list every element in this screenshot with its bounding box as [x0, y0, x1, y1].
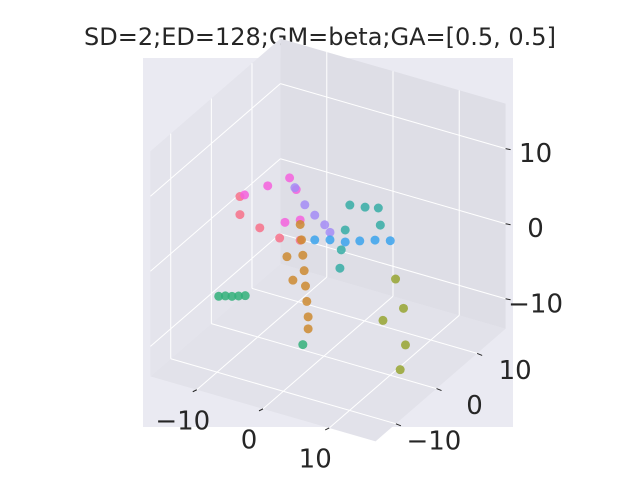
- point: [360, 202, 370, 212]
- z-tick-label: 10: [519, 139, 552, 169]
- x-tick: [324, 427, 330, 431]
- point: [310, 210, 320, 220]
- x-grid-line: [328, 315, 460, 429]
- point: [391, 274, 401, 284]
- point: [400, 340, 410, 350]
- point: [297, 235, 307, 245]
- point: [299, 266, 309, 276]
- point: [378, 315, 388, 325]
- x-tick-label: 0: [241, 425, 258, 455]
- y-grid-line: [251, 287, 478, 354]
- z-grid-line: [280, 233, 506, 300]
- point: [325, 235, 335, 245]
- x-tick: [192, 389, 198, 393]
- point: [298, 250, 308, 260]
- y-tick: [476, 352, 483, 356]
- pane-left: [150, 38, 281, 377]
- point: [290, 183, 300, 193]
- point: [263, 181, 273, 191]
- point: [375, 220, 385, 230]
- x-tick-label: −10: [155, 406, 210, 436]
- x-tick: [258, 408, 264, 412]
- point: [398, 303, 408, 313]
- point: [298, 340, 308, 350]
- point: [240, 190, 250, 200]
- chart-title: SD=2;ED=128;GM=beta;GA=[0.5, 0.5]: [84, 23, 556, 51]
- point: [310, 235, 320, 245]
- point: [220, 291, 230, 301]
- point: [285, 173, 295, 183]
- point: [275, 233, 285, 243]
- x-grid-line: [196, 276, 328, 391]
- y-tick: [436, 388, 442, 392]
- point: [355, 236, 365, 246]
- point: [335, 263, 345, 273]
- y-tick-label: −10: [406, 426, 461, 456]
- point: [280, 217, 290, 227]
- point: [235, 210, 245, 220]
- point: [345, 200, 355, 210]
- point: [370, 235, 380, 245]
- z-grid-line: [150, 233, 281, 347]
- point: [320, 220, 330, 230]
- y-grid-line: [170, 358, 397, 425]
- point: [302, 296, 312, 306]
- x-grid-line: [262, 295, 394, 410]
- point: [234, 291, 244, 301]
- point: [282, 252, 292, 262]
- z-tick: [505, 148, 511, 151]
- z-tick: [505, 223, 511, 226]
- z-grid-line: [280, 158, 506, 225]
- point: [325, 227, 335, 237]
- point: [240, 291, 250, 301]
- z-tick-label: −10: [508, 289, 563, 319]
- z-tick-label: 0: [527, 214, 544, 244]
- y-tick-label: 10: [499, 356, 532, 386]
- point: [214, 291, 224, 301]
- point: [300, 281, 310, 291]
- z-grid-line: [150, 158, 281, 272]
- y-tick: [395, 423, 402, 427]
- point: [340, 237, 350, 247]
- point: [303, 324, 313, 334]
- y-grid-line: [211, 323, 437, 390]
- point: [300, 200, 310, 210]
- point: [288, 275, 298, 285]
- z-grid-line: [150, 83, 281, 197]
- y-tick-label: 0: [466, 391, 483, 421]
- point: [395, 365, 405, 375]
- z-grid-line: [280, 83, 506, 150]
- point: [255, 223, 265, 233]
- x-tick-label: 10: [299, 444, 332, 474]
- point: [340, 225, 350, 235]
- z-tick: [505, 298, 511, 301]
- point: [227, 291, 237, 301]
- point: [373, 203, 383, 213]
- point: [303, 312, 313, 322]
- point: [295, 219, 305, 229]
- point: [385, 236, 395, 246]
- point: [336, 245, 346, 255]
